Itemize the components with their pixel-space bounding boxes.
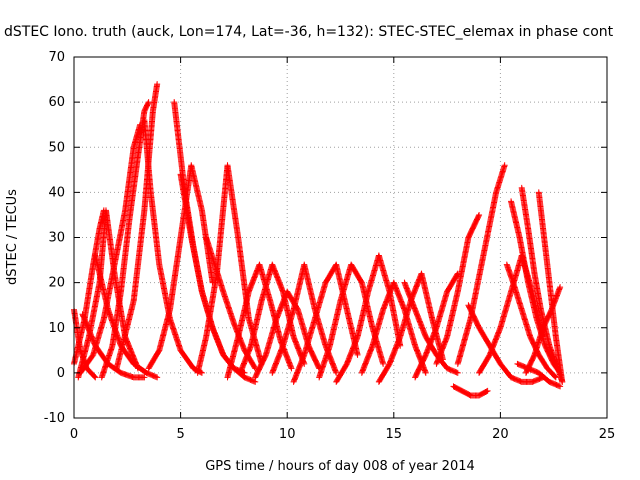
- series-arc-13: [194, 162, 265, 376]
- chart-title: dSTEC Iono. truth (auck, Lon=174, Lat=-3…: [4, 24, 614, 40]
- plot-marks: [71, 81, 566, 399]
- plus-marker: [91, 373, 98, 380]
- series-arc-04: [77, 121, 144, 376]
- series-arc-06: [98, 99, 152, 381]
- plus-marker: [145, 99, 152, 106]
- series-arc-27: [450, 383, 491, 399]
- plus-marker: [141, 374, 148, 381]
- plus-marker: [92, 374, 99, 381]
- plus-marker: [145, 100, 152, 107]
